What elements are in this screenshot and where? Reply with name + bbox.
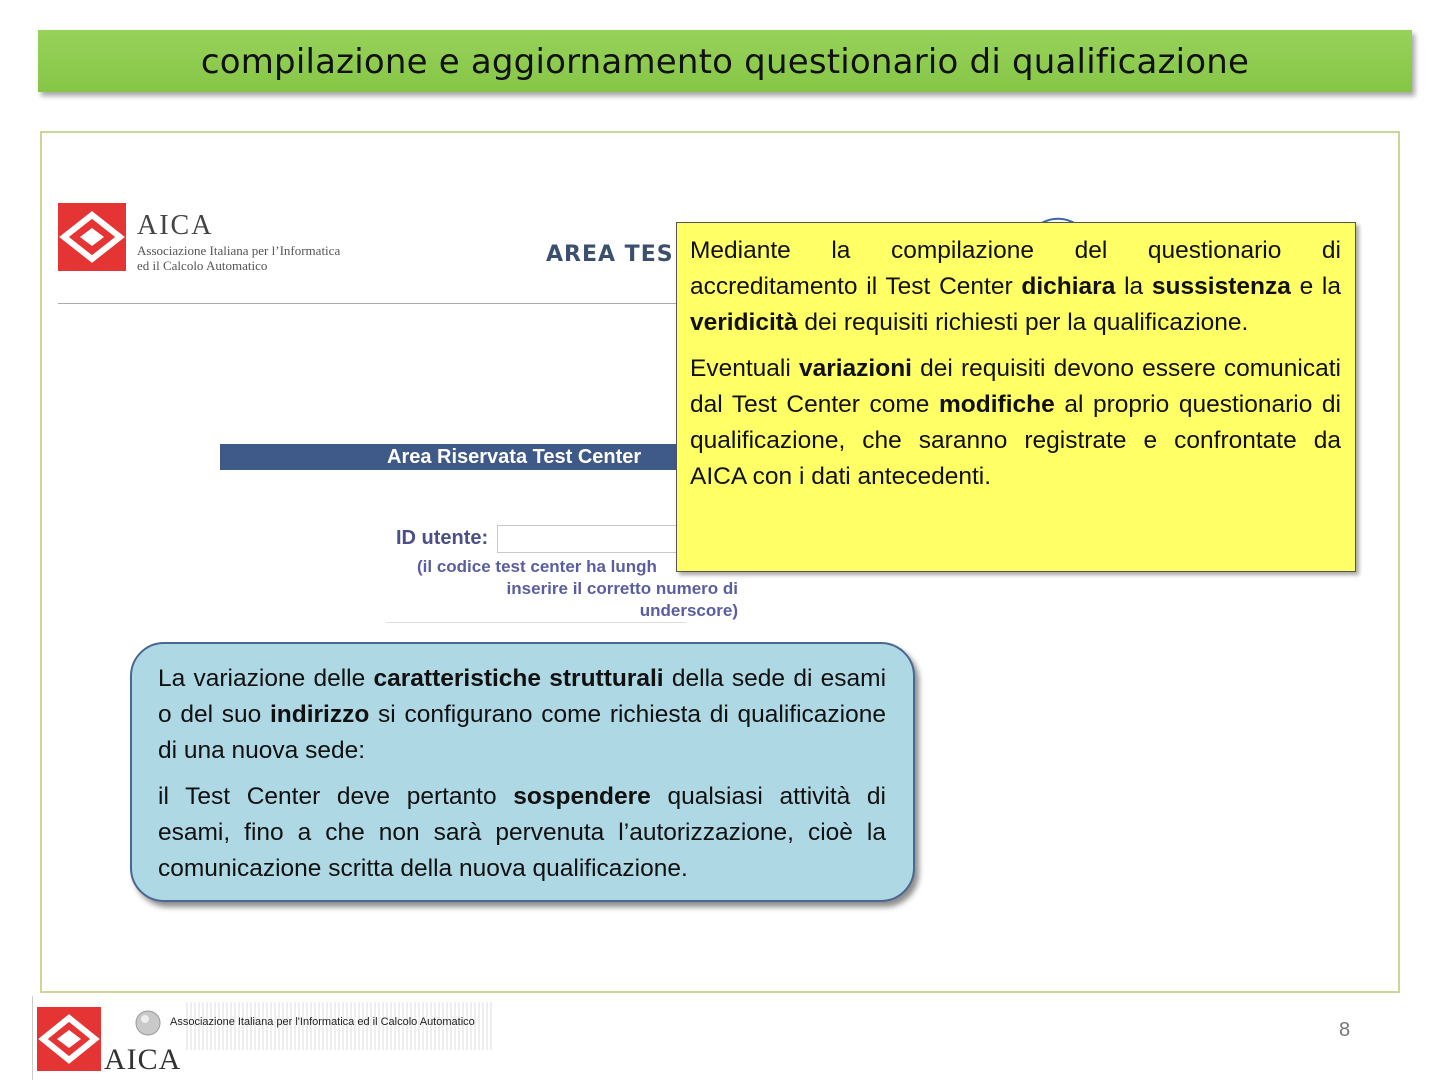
structural-change-callout: La variazione delle caratteristiche stru… — [130, 642, 915, 902]
aica-subtitle-line2: ed il Calcolo Automatico — [137, 258, 268, 273]
area-heading: AREA TES — [546, 242, 674, 267]
footer-globe-icon — [133, 1008, 163, 1043]
user-id-hint-line3: underscore) — [639, 601, 738, 620]
aica-logo-icon — [58, 203, 126, 271]
user-id-hint: (il codice test center ha lungh inserire… — [396, 556, 738, 622]
user-id-hint-line2: inserire il corretto numero di — [506, 579, 738, 598]
page-number: 8 — [1339, 1019, 1351, 1041]
text-run: della sede di esami o del suo — [158, 665, 887, 728]
text-bold: indirizzo — [269, 701, 370, 728]
text-bold: caratteristiche strutturali — [373, 665, 664, 692]
accreditation-paragraph-1: Mediante la compilazione del questionari… — [690, 233, 1341, 341]
aica-logo-name: AICA — [137, 210, 214, 241]
user-id-hint-line1: (il codice test center ha lungh — [417, 557, 657, 576]
text-run: la — [1115, 273, 1152, 300]
reserved-area-label: Area Riservata Test Center — [387, 446, 642, 468]
content-frame — [40, 131, 1400, 993]
reserved-area-bar: Area Riservata Test Center — [220, 444, 690, 470]
accreditation-callout: Mediante la compilazione del questionari… — [676, 222, 1356, 572]
user-id-label: ID utente: — [396, 527, 489, 549]
text-bold: sussistenza — [1151, 273, 1291, 300]
text-run: dei requisiti richiesti per la qualifica… — [797, 309, 1249, 336]
header-divider — [58, 303, 678, 304]
text-run: al proprio questionario di qualificazion… — [690, 391, 1341, 490]
slide-title-bar: compilazione e aggiornamento questionari… — [38, 30, 1412, 92]
text-run: qualsiasi attività di esami, fino a che … — [158, 783, 886, 882]
text-run: Eventuali — [690, 355, 799, 382]
text-bold: variazioni — [798, 355, 912, 382]
login-form — [386, 522, 686, 623]
user-id-input[interactable] — [497, 525, 687, 553]
footer-strip — [186, 1002, 492, 1050]
structural-paragraph-1: La variazione delle caratteristiche stru… — [158, 661, 886, 769]
text-bold: sospendere — [513, 783, 651, 810]
structural-paragraph-2: il Test Center deve pertanto sospendere … — [158, 779, 886, 887]
footer-aica-logo-icon — [37, 1007, 101, 1071]
text-run: si configurano come richiesta di qualifi… — [158, 701, 886, 764]
text-run: Mediante la compilazione del questionari… — [690, 237, 1341, 300]
text-bold: dichiara — [1021, 273, 1116, 300]
footer-aica-name: AICA — [104, 1043, 182, 1076]
text-run: e la — [1290, 273, 1342, 300]
text-run: dei requisiti devono essere comunicati d… — [690, 355, 1341, 418]
footer-association: Associazione Italiana per l'Informatica … — [170, 1016, 475, 1028]
accreditation-paragraph-2: Eventuali variazioni dei requisiti devon… — [690, 351, 1341, 495]
text-run: il Test Center deve pertanto — [158, 783, 514, 810]
slide-title: compilazione e aggiornamento questionari… — [200, 42, 1250, 82]
text-bold: modifiche — [939, 391, 1055, 418]
text-run: La variazione delle — [158, 665, 374, 692]
text-bold: veridicità — [690, 309, 798, 336]
aica-logo-subtitle: Associazione Italiana per l’Informatica … — [137, 243, 340, 273]
aica-subtitle-line1: Associazione Italiana per l’Informatica — [137, 243, 341, 258]
